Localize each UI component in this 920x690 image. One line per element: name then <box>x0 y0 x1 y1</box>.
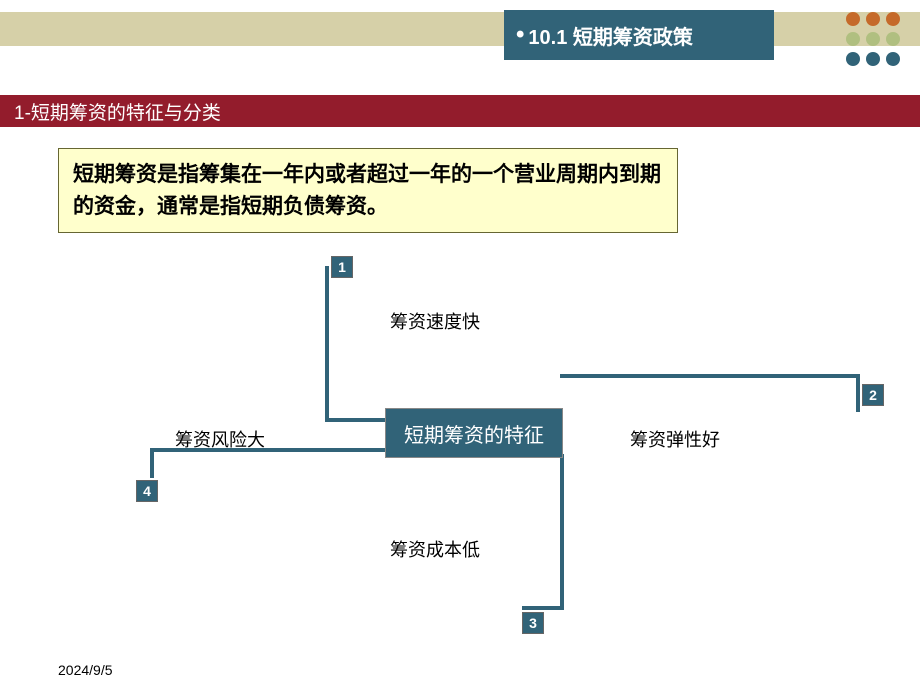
feature-number-3: 3 <box>522 612 544 634</box>
feature-label-2: 筹资弹性好 <box>630 426 720 452</box>
features-diagram: 短期筹资的特征 1 2 3 4 筹资速度快 筹资弹性好 筹资成本低 筹资风险大 <box>0 240 920 650</box>
dot-icon <box>866 32 880 46</box>
dot-icon <box>866 12 880 26</box>
connector-line <box>325 418 387 422</box>
connector-line <box>856 374 860 412</box>
connector-line <box>560 454 564 609</box>
footer-date: 2024/9/5 <box>58 662 113 678</box>
dot-icon <box>886 52 900 66</box>
dot-icon <box>846 12 860 26</box>
definition-box: 短期筹资是指筹集在一年内或者超过一年的一个营业周期内到期的资金，通常是指短期负债… <box>58 148 678 233</box>
feature-label-3: 筹资成本低 <box>390 536 480 562</box>
corner-dots-decoration <box>846 12 900 66</box>
feature-label-1: 筹资速度快 <box>390 308 480 334</box>
feature-number-4: 4 <box>136 480 158 502</box>
connector-line <box>522 606 564 610</box>
diagram-center-box: 短期筹资的特征 <box>385 408 563 458</box>
center-label: 短期筹资的特征 <box>404 419 544 448</box>
dot-icon <box>846 52 860 66</box>
section-title-box: • 10.1 短期筹资政策 <box>504 10 774 60</box>
feature-number-2: 2 <box>862 384 884 406</box>
dot-icon <box>866 52 880 66</box>
dot-icon <box>846 32 860 46</box>
connector-line <box>560 374 860 378</box>
dot-icon <box>886 12 900 26</box>
connector-line <box>150 448 154 478</box>
dot-icon <box>886 32 900 46</box>
subtitle-band: 1-短期筹资的特征与分类 <box>0 95 920 127</box>
subtitle-text: 1-短期筹资的特征与分类 <box>14 98 221 125</box>
definition-text: 短期筹资是指筹集在一年内或者超过一年的一个营业周期内到期的资金，通常是指短期负债… <box>73 163 661 218</box>
bullet-icon: • <box>516 23 524 47</box>
feature-label-4: 筹资风险大 <box>175 426 265 452</box>
top-accent-bar <box>0 12 920 46</box>
connector-line <box>325 266 329 421</box>
feature-number-1: 1 <box>331 256 353 278</box>
section-title: 10.1 短期筹资政策 <box>528 21 692 50</box>
